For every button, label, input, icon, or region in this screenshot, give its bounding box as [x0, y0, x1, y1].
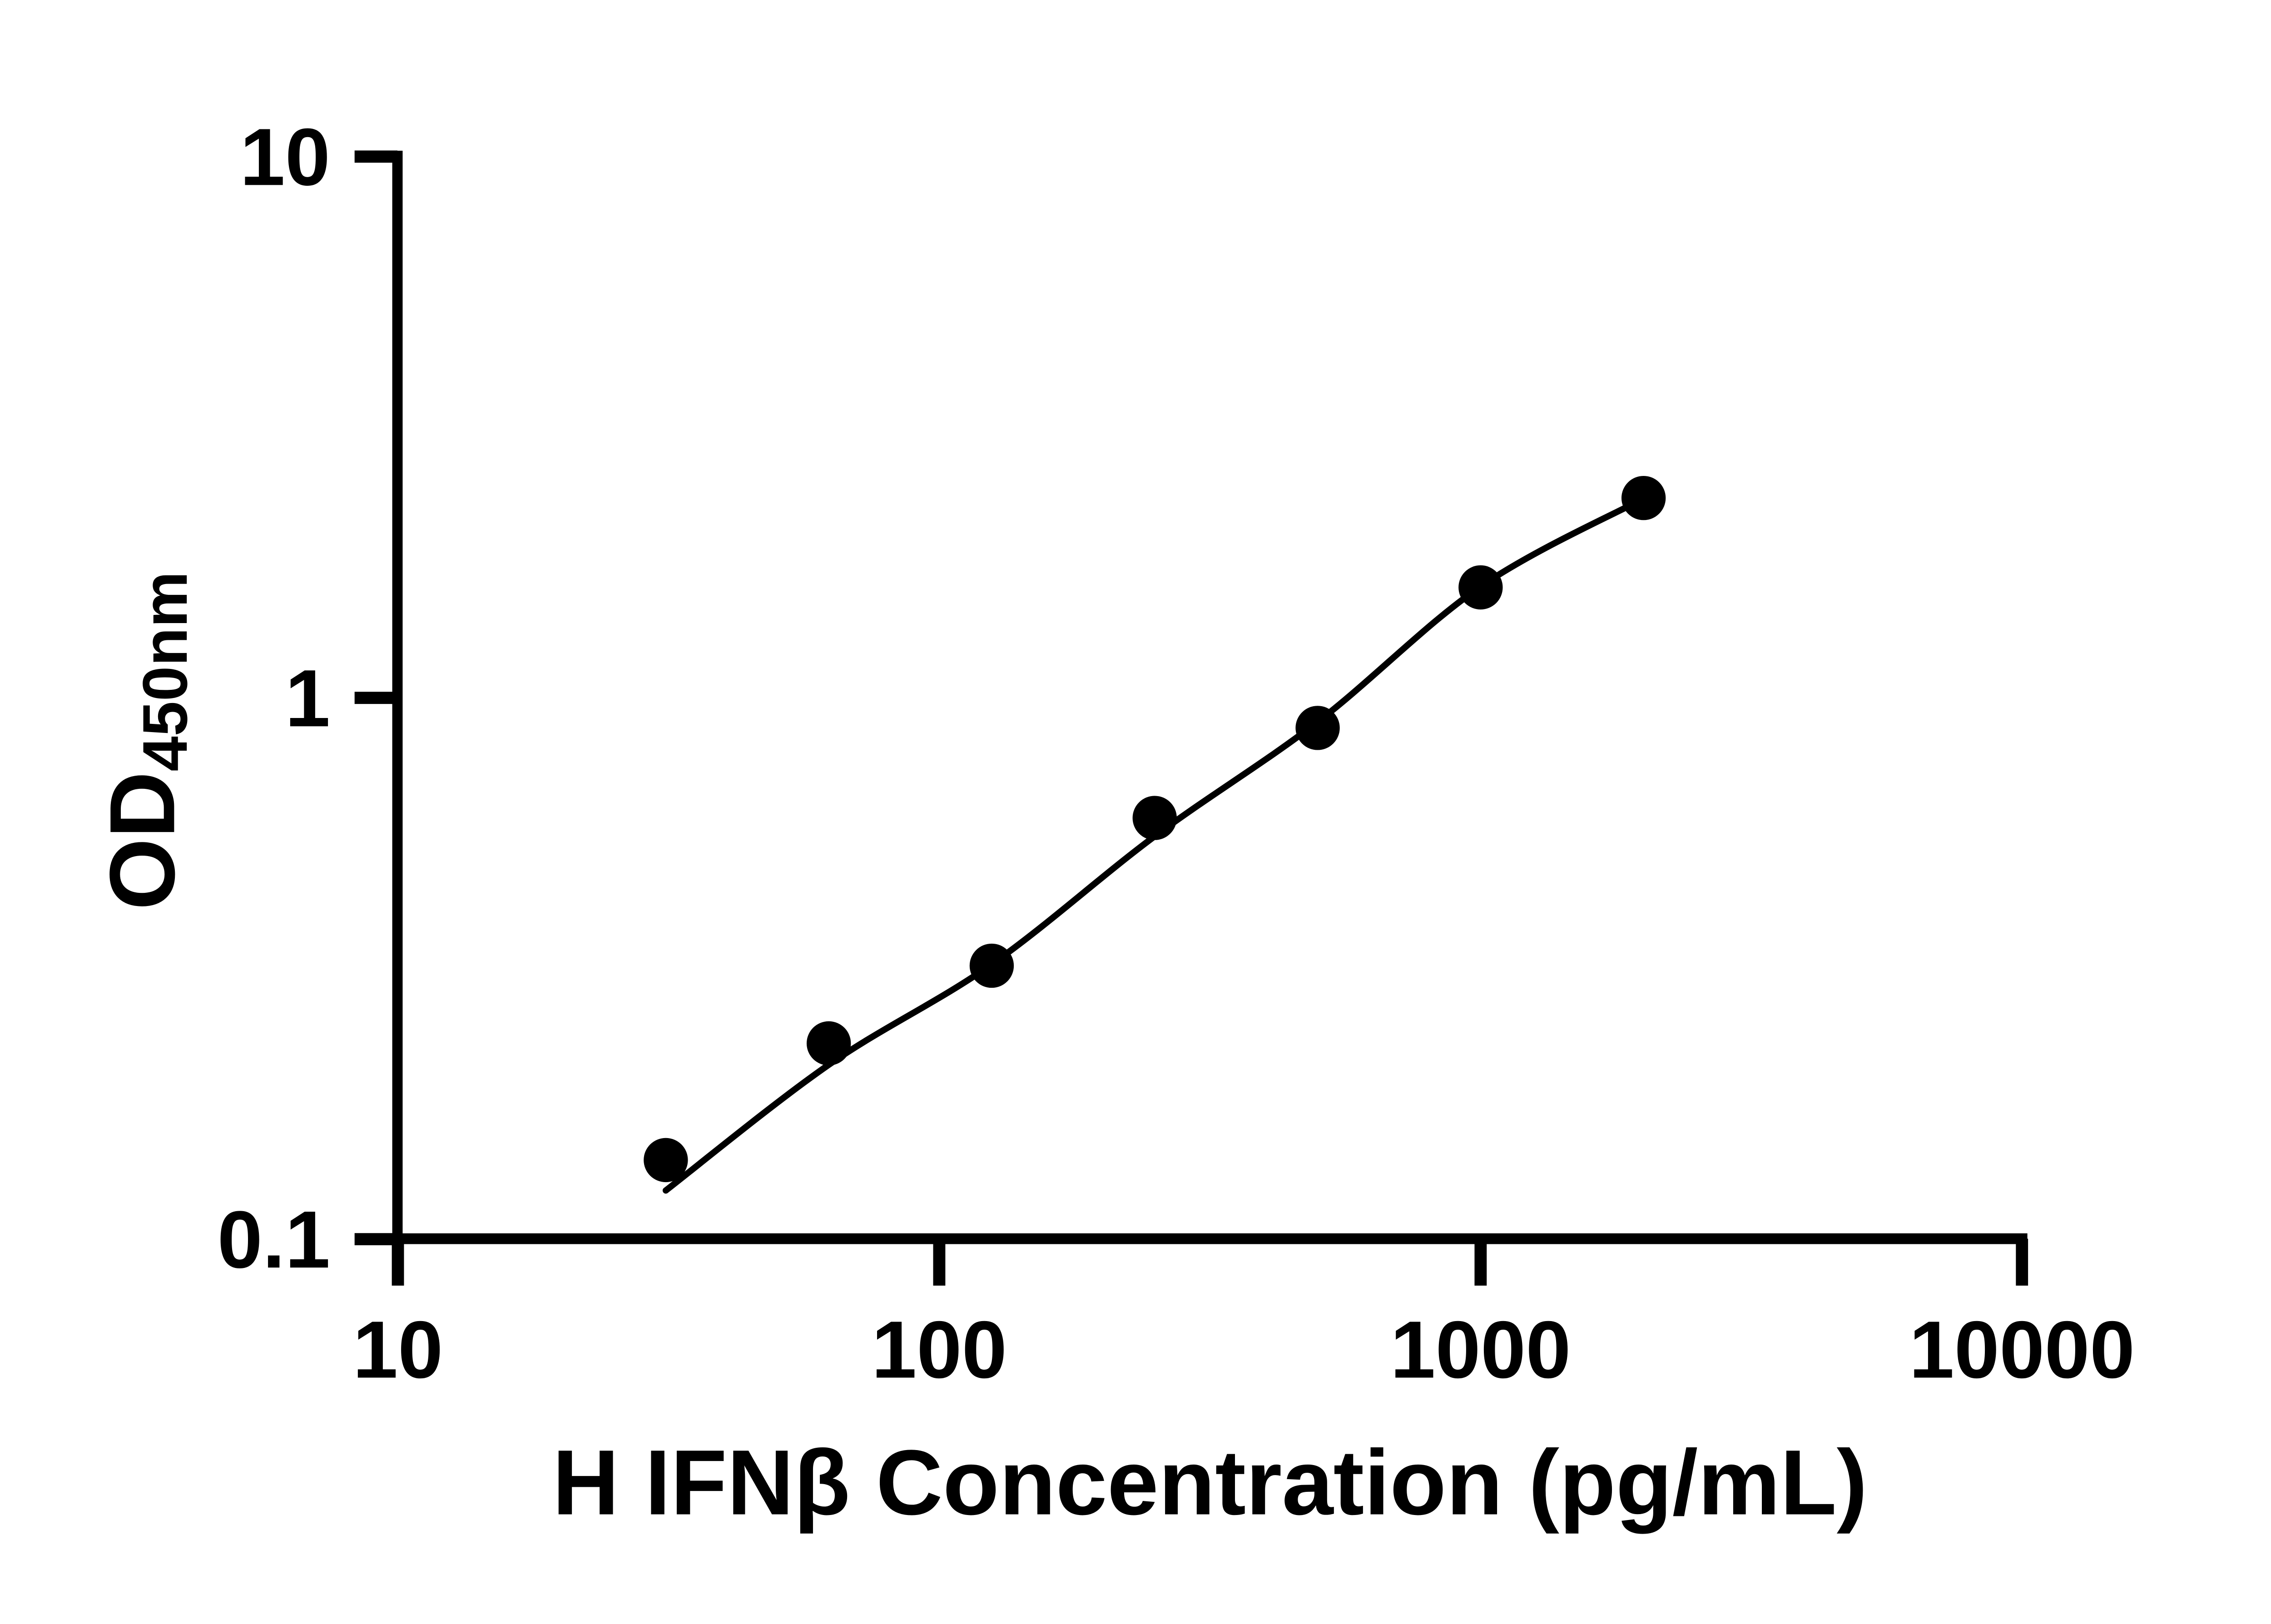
x-tick-label: 100	[872, 1304, 1007, 1395]
x-tick-label: 10000	[1909, 1304, 2135, 1395]
y-tick-label: 0.1	[218, 1194, 331, 1285]
data-point	[969, 943, 1014, 988]
y-tick-label: 10	[240, 111, 330, 202]
y-axis-title-main: OD	[91, 772, 194, 910]
data-point	[1621, 475, 1666, 520]
y-axis-title-subscript: 450nm	[130, 571, 200, 772]
x-tick-label: 10	[353, 1304, 443, 1395]
data-point	[1295, 706, 1340, 750]
x-tick-label: 1000	[1390, 1304, 1571, 1395]
data-point	[1132, 796, 1177, 840]
axes	[392, 150, 2028, 1244]
data-point	[806, 1021, 851, 1066]
data-point	[1458, 565, 1503, 610]
ticks	[354, 150, 2028, 1286]
data-point	[644, 1138, 688, 1183]
fitted-curve-line	[662, 495, 1647, 1194]
y-axis-title: OD450nm	[91, 571, 200, 910]
plot-area	[644, 475, 1666, 1194]
y-tick-label: 1	[285, 653, 330, 743]
x-axis-title: H IFNβ Concentration (pg/mL)	[552, 1431, 1867, 1534]
